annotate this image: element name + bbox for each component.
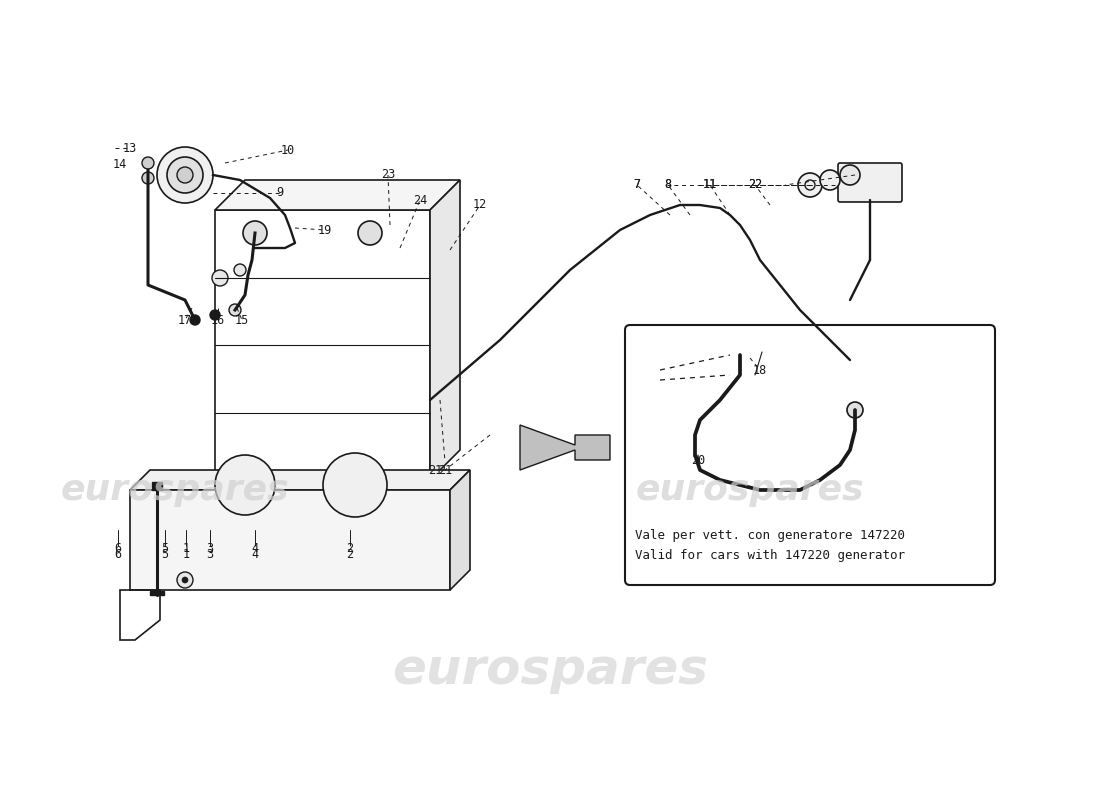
Text: 7: 7 [634,178,640,191]
Text: 22: 22 [748,178,762,191]
Text: 6: 6 [114,542,122,554]
Text: 12: 12 [473,198,487,211]
Bar [150,591,164,595]
FancyBboxPatch shape [625,325,996,585]
Circle shape [210,310,220,320]
Text: eurospares: eurospares [636,473,865,507]
Text: 22: 22 [748,178,762,191]
Text: 13: 13 [123,142,138,154]
Text: 11: 11 [703,178,717,191]
Circle shape [190,315,200,325]
Text: 2: 2 [346,542,353,554]
Text: eurospares: eurospares [60,473,289,507]
Text: 23: 23 [381,169,395,182]
Text: 20: 20 [691,454,705,466]
Text: 5: 5 [162,548,168,561]
Text: 1: 1 [183,548,189,561]
Polygon shape [130,470,470,490]
FancyBboxPatch shape [838,163,902,202]
Text: 8: 8 [664,178,672,191]
Circle shape [229,304,241,316]
Circle shape [212,270,228,286]
Circle shape [234,264,246,276]
Text: 21: 21 [428,463,442,477]
Text: 9: 9 [276,186,284,199]
Circle shape [182,577,188,583]
Circle shape [142,172,154,184]
Text: 3: 3 [207,542,213,554]
Text: 19: 19 [318,223,332,237]
Text: 15: 15 [235,314,249,326]
Text: 8: 8 [664,178,672,191]
Circle shape [847,402,864,418]
Text: 21: 21 [438,463,452,477]
Text: eurospares: eurospares [392,646,708,694]
Text: 17: 17 [178,314,192,326]
Circle shape [157,147,213,203]
Text: 18: 18 [752,363,767,377]
Circle shape [358,221,382,245]
Circle shape [177,167,192,183]
Bar [152,482,162,490]
Polygon shape [130,490,450,590]
Text: 3: 3 [207,548,213,561]
Text: 16: 16 [211,314,226,326]
Text: 14: 14 [113,158,128,171]
Text: 10: 10 [280,143,295,157]
Circle shape [142,157,154,169]
Text: Vale per vett. con generatore 147220: Vale per vett. con generatore 147220 [635,529,905,542]
Circle shape [167,157,204,193]
Circle shape [798,173,822,197]
Text: Valid for cars with 147220 generator: Valid for cars with 147220 generator [635,549,905,562]
Circle shape [214,455,275,515]
Text: 2: 2 [346,548,353,561]
Circle shape [177,572,192,588]
Text: 4: 4 [252,548,258,561]
Polygon shape [450,470,470,590]
Polygon shape [520,425,610,470]
Circle shape [243,221,267,245]
Polygon shape [430,180,460,480]
Text: 1: 1 [183,542,189,554]
Text: 4: 4 [252,542,258,554]
Circle shape [820,170,840,190]
Circle shape [840,165,860,185]
Text: 7: 7 [634,178,640,191]
Polygon shape [214,180,460,210]
Text: 24: 24 [412,194,427,206]
Text: 11: 11 [703,178,717,191]
Circle shape [323,453,387,517]
Text: 6: 6 [114,548,122,561]
Text: 5: 5 [162,542,168,554]
